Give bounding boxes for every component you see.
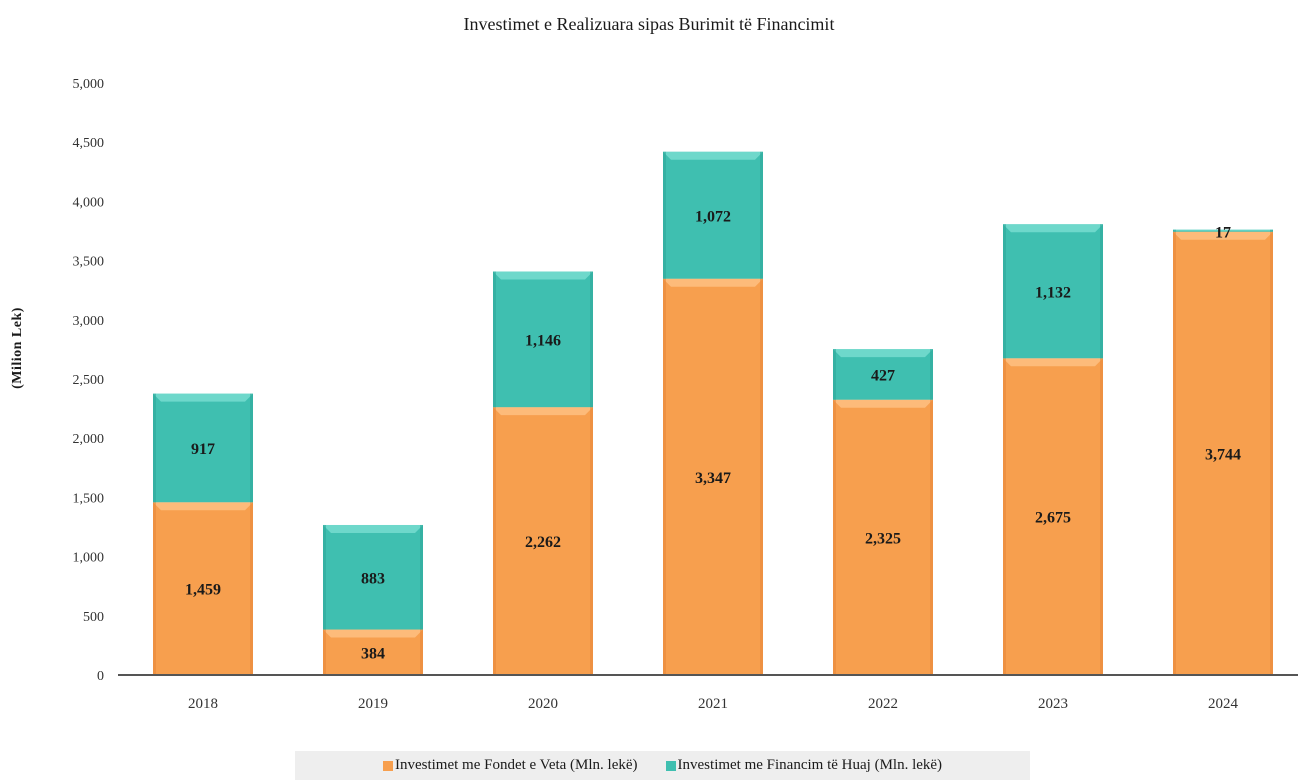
bar-edge [1100,358,1103,675]
legend-item-own-funds: Investimet me Fondet e Veta (Mln. lekë) [382,757,638,774]
bar-edge [1003,224,1006,359]
bar-edge [1173,231,1176,676]
bar-edge [1100,224,1103,359]
bar-bevel [833,349,933,358]
bar-edge [930,349,933,400]
data-label: 2,262 [525,534,561,551]
bar-edge [250,502,253,675]
bar-segment [833,349,933,400]
bar-edge [590,407,593,675]
bar-bevel [493,271,593,280]
bar-edge [323,524,326,630]
y-tick-label: 500 [83,610,104,625]
bar-segment [1003,224,1103,359]
data-label: 2,675 [1035,510,1071,527]
data-label: 2,325 [865,530,901,547]
legend-swatch-own-funds [382,760,393,771]
bar-edge [493,407,496,675]
y-tick-label: 3,500 [73,255,105,270]
bar-edge [323,629,326,675]
bar-segment [663,278,763,675]
y-tick-label: 1,500 [73,491,105,506]
bar-edge [1173,229,1176,232]
bar-bevel [833,399,933,408]
data-label: 1,132 [1035,284,1071,301]
bar-segment [153,502,253,675]
bar-bevel [663,278,763,287]
bar-edge [420,524,423,630]
y-tick-label: 2,000 [73,432,105,447]
y-tick-label: 4,000 [73,195,105,210]
bar-segment [153,393,253,503]
bar-edge [930,399,933,675]
legend: Investimet me Fondet e Veta (Mln. lekë) … [295,751,1030,780]
bar-edge [590,271,593,408]
data-label: 17 [1215,225,1231,242]
bar-edge [1270,229,1273,232]
legend-swatch-foreign-funding [665,760,676,771]
bar-edge [760,151,763,279]
bar-bevel [323,629,423,638]
bar-bevel [493,407,593,416]
legend-label-foreign-funding: Investimet me Financim të Huaj (Mln. lek… [677,757,943,773]
bar-segment [663,151,763,279]
bar-edge [493,271,496,408]
bar-bevel [153,393,253,402]
data-label: 3,744 [1205,446,1241,463]
bar-bevel [1003,224,1103,233]
bar-edge [250,393,253,503]
bar-edge [833,349,836,400]
bar-edge [663,278,666,675]
x-tick-label: 2018 [188,696,218,712]
y-tick-label: 3,000 [73,314,105,329]
bar-edge [153,502,156,675]
bar-edge [833,399,836,675]
bar-segment [833,399,933,675]
x-tick-label: 2022 [868,696,898,712]
bar-bevel [663,151,763,160]
data-label: 1,146 [525,332,561,349]
bar-edge [760,278,763,675]
y-tick-label: 2,500 [73,373,105,388]
bar-segment [1173,231,1273,676]
bar-segment [493,271,593,408]
legend-item-foreign-funding: Investimet me Financim të Huaj (Mln. lek… [665,757,943,774]
y-tick-label: 1,000 [73,551,105,566]
bar-edge [153,393,156,503]
data-label: 1,072 [695,208,731,225]
data-label: 883 [361,570,385,587]
bar-segment [1173,229,1273,232]
bar-bevel [1173,229,1273,231]
bar-chart: 0 500 1,000 1,500 2,000 2,500 3,000 3,500 4,000 4… [73,77,1298,712]
bar-segment [1003,358,1103,675]
bar-segment [493,407,593,675]
data-label: 917 [191,441,215,458]
bar-bevel [1173,231,1273,240]
x-tick-label: 2024 [1208,696,1239,712]
legend-label-own-funds: Investimet me Fondet e Veta (Mln. lekë) [394,757,638,773]
data-label: 384 [361,645,385,662]
bar-edge [420,629,423,675]
bar-edge [663,151,666,279]
y-tick-label: 4,500 [73,136,105,151]
bar-edge [1003,358,1006,675]
bar-bevel [323,524,423,533]
bar-segment [323,524,423,630]
x-tick-label: 2019 [358,696,388,712]
y-tick-label: 0 [97,669,104,684]
data-label: 427 [871,367,895,384]
x-tick-label: 2020 [528,696,558,712]
data-label: 3,347 [695,470,731,487]
chart-title: Investimet e Realizuara sipas Burimit të… [463,14,835,34]
data-label: 1,459 [185,582,221,599]
bar-bevel [153,502,253,511]
x-tick-label: 2021 [698,696,728,712]
bar-bevel [1003,358,1103,367]
bar-edge [1270,231,1273,676]
x-tick-label: 2023 [1038,696,1068,712]
y-tick-label: 5,000 [73,77,105,92]
